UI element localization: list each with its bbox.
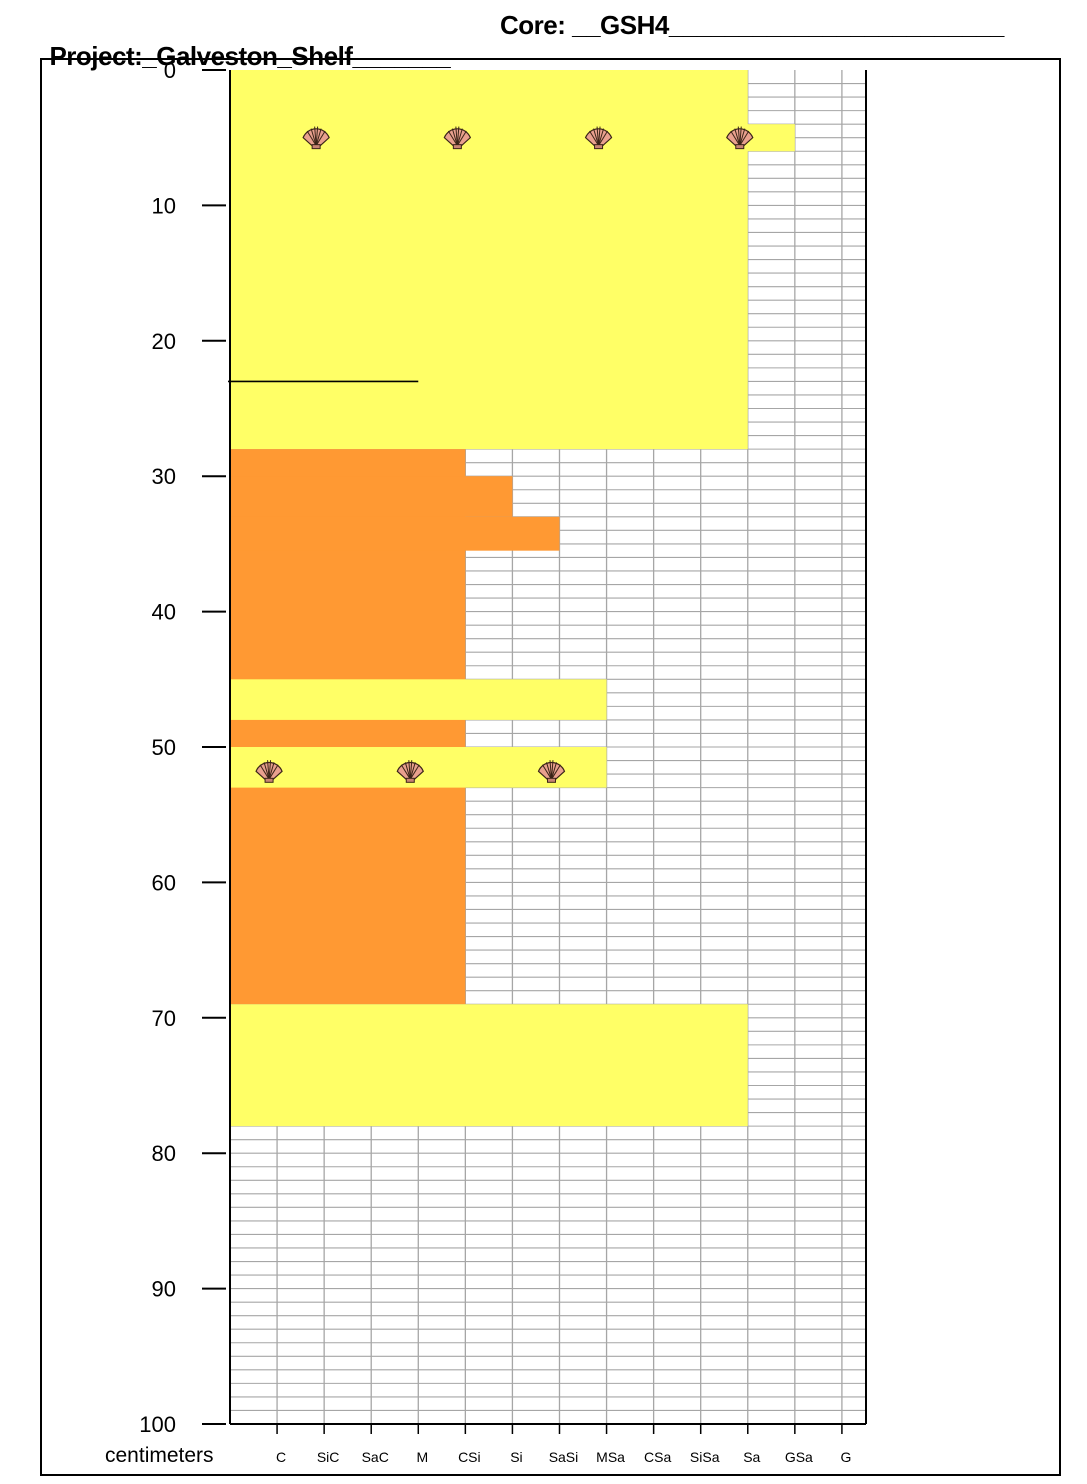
project-title: Project:_Galveston_Shelf_______	[49, 41, 451, 71]
core-log-frame	[40, 58, 1061, 1476]
shell-icon	[537, 760, 566, 783]
depth-tick-label: 100	[139, 1412, 176, 1437]
grain-column-label: CSi	[458, 1449, 481, 1465]
shell-icon	[726, 126, 754, 150]
grain-column-label: SaC	[362, 1449, 389, 1465]
grain-column-label: GSa	[785, 1449, 813, 1465]
depth-tick-label: 30	[152, 464, 176, 489]
depth-tick-label: 0	[164, 58, 176, 83]
shell-icon	[396, 760, 424, 783]
depth-tick-label: 80	[152, 1141, 176, 1166]
grain-column-label: MSa	[596, 1449, 625, 1465]
grain-column-label: SiSa	[690, 1449, 720, 1465]
depth-tick-label: 90	[152, 1277, 176, 1302]
lithology-unit	[230, 516, 560, 551]
grain-column-label: CSa	[644, 1449, 671, 1465]
lithology-unit	[230, 1004, 748, 1127]
depth-tick-label: 70	[152, 1006, 176, 1031]
depth-tick-label: 10	[152, 193, 176, 218]
depth-axis: 0 10 20 30 40 50 60 70 80 90 100	[139, 58, 867, 1437]
lithology-unit	[230, 679, 607, 720]
grain-column-axis: C SiC SaC M CSi Si SaSi MSa CSa SiSa Sa GSa G	[276, 1424, 851, 1465]
depth-tick-label: 60	[152, 870, 176, 895]
grain-column-label: Sa	[743, 1449, 760, 1465]
axis-unit-label: centimeters	[105, 1444, 214, 1467]
lithology-unit	[230, 476, 513, 517]
depth-tick-label: 20	[152, 329, 176, 354]
shell-icon	[584, 126, 613, 150]
shell-icon	[255, 760, 283, 783]
shell-icon	[302, 126, 330, 150]
grain-column-label: Si	[510, 1449, 522, 1465]
shell-icon	[443, 126, 472, 150]
shells-layer	[255, 126, 754, 783]
core-title: Core: __GSH4________________________	[500, 10, 1004, 40]
depth-tick-label: 40	[152, 600, 176, 625]
grain-column-label: G	[840, 1449, 851, 1465]
depth-tick-label: 50	[152, 735, 176, 760]
grain-column-label: C	[276, 1449, 286, 1465]
grain-column-label: SaSi	[549, 1449, 579, 1465]
grain-column-label: SiC	[317, 1449, 340, 1465]
page-header: Project:_Galveston_Shelf_______ Core: __…	[36, 10, 1004, 103]
grain-column-label: M	[416, 1449, 428, 1465]
